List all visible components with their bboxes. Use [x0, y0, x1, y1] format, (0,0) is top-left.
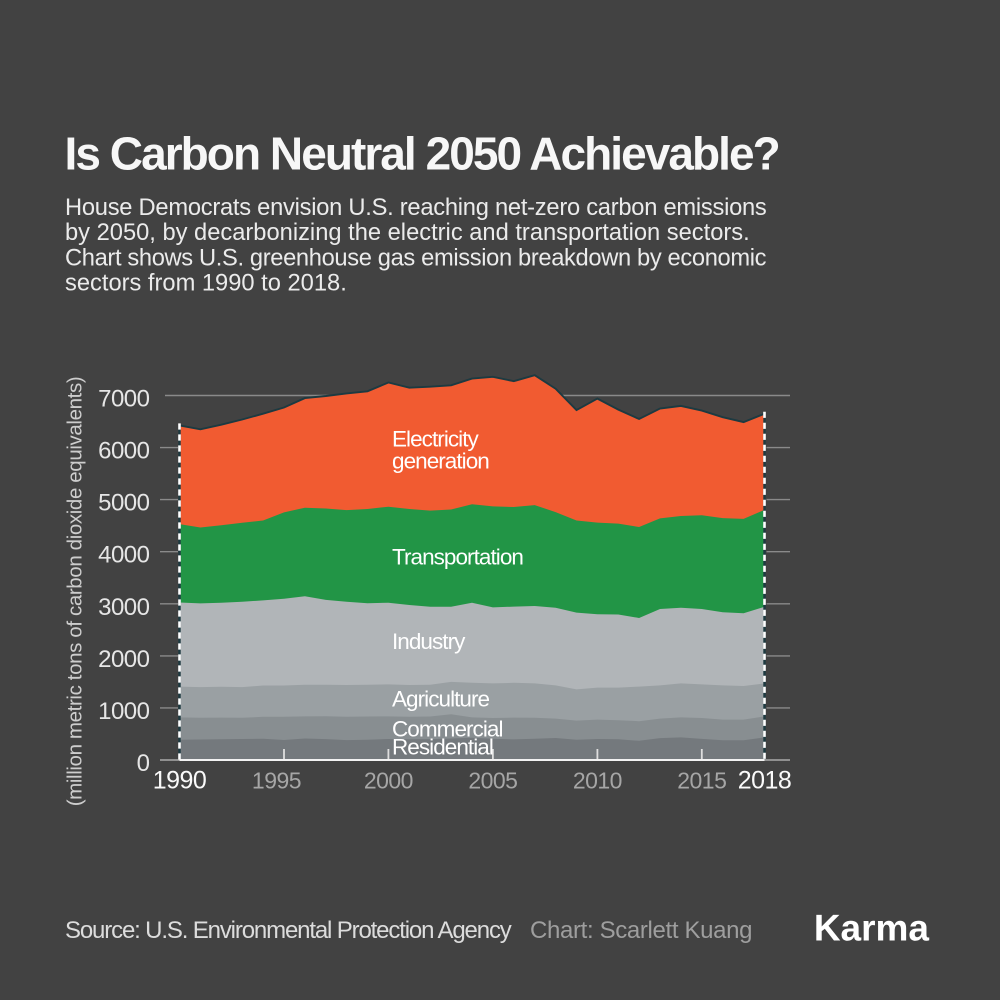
svg-text:Industry: Industry: [392, 629, 466, 654]
svg-text:generation: generation: [392, 448, 489, 473]
svg-text:Source: U.S. Environmental Pro: Source: U.S. Environmental Protection Ag…: [65, 917, 512, 944]
svg-text:1990: 1990: [153, 767, 207, 795]
svg-text:Agriculture: Agriculture: [392, 687, 490, 712]
svg-text:by 2050, by decarbonizing the: by 2050, by decarbonizing the electric a…: [65, 220, 750, 246]
svg-text:2000: 2000: [98, 646, 150, 673]
svg-text:2005: 2005: [468, 768, 517, 794]
svg-text:Transportation: Transportation: [392, 545, 523, 570]
svg-text:5000: 5000: [98, 490, 150, 517]
svg-text:House Democrats envision U.S.: House Democrats envision U.S. reaching n…: [65, 195, 767, 221]
svg-text:2015: 2015: [677, 768, 726, 794]
svg-text:Is Carbon Neutral 2050 Achieva: Is Carbon Neutral 2050 Achievable?: [65, 128, 779, 180]
svg-text:6000: 6000: [98, 438, 150, 465]
svg-text:Electricity: Electricity: [392, 427, 480, 452]
svg-text:1000: 1000: [98, 698, 150, 725]
svg-text:2010: 2010: [573, 768, 622, 794]
svg-text:Karma: Karma: [814, 908, 930, 949]
svg-text:Commercial: Commercial: [392, 716, 503, 741]
svg-text:3000: 3000: [98, 594, 150, 621]
svg-text:1995: 1995: [252, 768, 301, 794]
svg-text:7000: 7000: [98, 386, 150, 413]
svg-text:sectors from 1990 to 2018.: sectors from 1990 to 2018.: [65, 271, 347, 297]
svg-text:0: 0: [137, 750, 150, 777]
svg-text:2018: 2018: [738, 767, 792, 795]
svg-text:Residential: Residential: [392, 735, 493, 760]
svg-text:2000: 2000: [364, 768, 413, 794]
svg-text:Chart: Scarlett Kuang: Chart: Scarlett Kuang: [530, 917, 752, 944]
svg-text:Chart shows U.S. greenhouse ga: Chart shows U.S. greenhouse gas emission…: [65, 245, 767, 271]
svg-text:4000: 4000: [98, 542, 150, 569]
svg-text:(million metric tons of carbon: (million metric tons of carbon dioxide e…: [64, 377, 87, 807]
